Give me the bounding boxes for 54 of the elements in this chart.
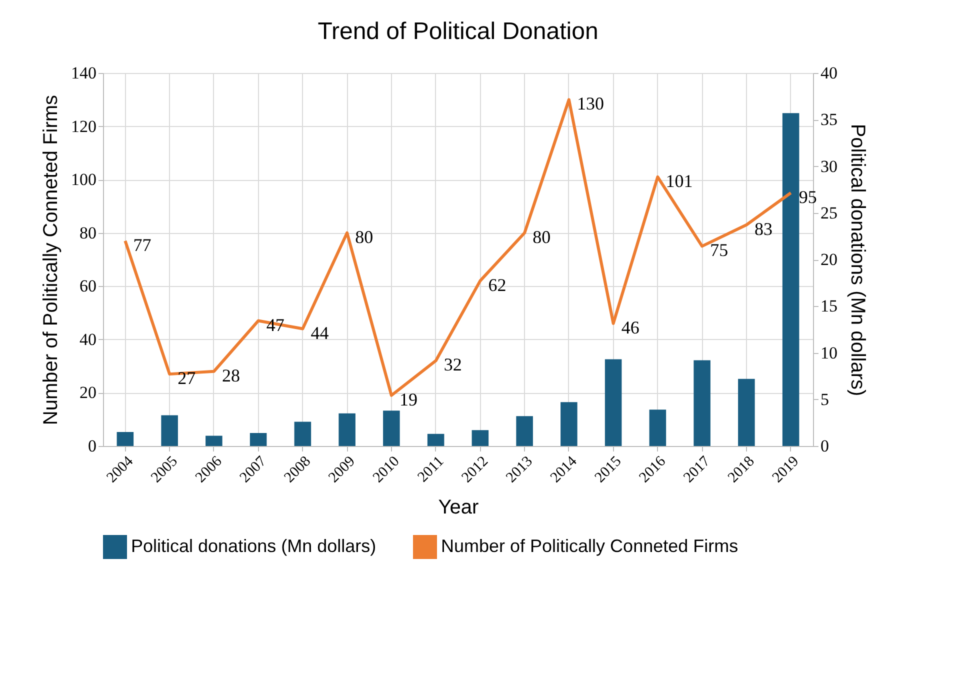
y2-tick-label: 40: [820, 64, 838, 82]
data-label: 130: [576, 94, 604, 114]
bar: [383, 410, 400, 446]
bar: [338, 413, 356, 446]
bar: [649, 410, 666, 446]
y2-tick-label: 10: [820, 343, 838, 362]
data-label: 95: [798, 186, 817, 207]
data-label: 44: [310, 322, 329, 343]
bar: [694, 360, 710, 446]
bar: [472, 430, 489, 446]
legend-label: Political donations (Mn dollars): [131, 536, 376, 556]
y-axis-title: Number of Politically Conneted Firms: [40, 94, 62, 426]
y2-tick-label: 15: [820, 296, 838, 316]
y-tick-label: 80: [80, 223, 96, 242]
y-tick-label: 40: [80, 330, 96, 349]
y-tick-label: 140: [71, 64, 96, 82]
bar: [206, 436, 222, 446]
bar: [738, 378, 755, 446]
y-tick-label: 20: [80, 383, 96, 402]
y-tick-label: 0: [88, 436, 96, 456]
y2-tick-label: 25: [820, 203, 838, 222]
y2-tick-label: 35: [820, 110, 838, 130]
x-axis-title: Year: [438, 496, 480, 518]
bar: [161, 415, 178, 446]
bar: [116, 432, 134, 446]
y2-tick-label: 20: [820, 250, 838, 269]
data-label: 101: [666, 170, 693, 191]
y2-tick-label: 5: [820, 390, 829, 409]
bar: [250, 432, 267, 446]
data-label: 62: [488, 274, 506, 295]
chart-title: Trend of Political Donation: [318, 18, 598, 45]
y-tick-label: 100: [71, 170, 96, 190]
y-tick-label: 120: [71, 116, 96, 136]
data-label: 75: [710, 240, 728, 260]
data-label: 46: [621, 317, 640, 338]
y2-tick-label: 0: [820, 436, 829, 456]
y-tick-label: 60: [80, 276, 96, 296]
data-label: 77: [133, 234, 152, 255]
y2-tick-label: 30: [820, 156, 838, 176]
data-label: 83: [754, 218, 772, 239]
data-label: 19: [399, 389, 418, 410]
bar: [604, 359, 622, 446]
bar: [294, 422, 312, 446]
legend-label: Number of Politically Conneted Firms: [441, 536, 738, 556]
bar: [427, 434, 444, 446]
bar: [560, 402, 578, 446]
data-label: 32: [444, 354, 462, 375]
bar: [516, 416, 533, 446]
data-label: 80: [355, 226, 374, 247]
bar: [782, 113, 800, 446]
y2-axis-title: Political donations (Mn dollars): [846, 124, 868, 396]
data-label: 80: [532, 226, 551, 247]
data-label: 28: [222, 365, 240, 386]
x-tick-label: 2011: [414, 454, 448, 486]
